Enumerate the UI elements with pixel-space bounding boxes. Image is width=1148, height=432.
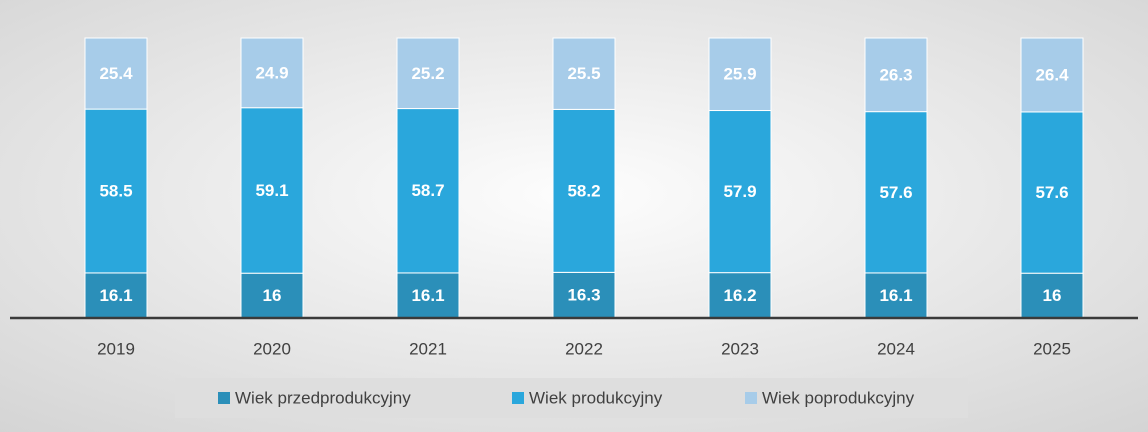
bar-segment (1020, 111, 1084, 274)
value-label: 25.2 (411, 64, 444, 83)
bar-segment (708, 37, 772, 112)
legend-label: Wiek poprodukcyjny (762, 388, 915, 407)
value-label: 24.9 (255, 63, 288, 82)
value-label: 16.2 (723, 286, 756, 305)
x-tick-label: 2022 (565, 339, 603, 358)
value-label: 58.5 (99, 182, 132, 201)
x-tick-label: 2020 (253, 339, 291, 358)
x-tick-label: 2025 (1033, 339, 1071, 358)
bar-segment (240, 107, 304, 274)
bar-segment (864, 111, 928, 274)
value-label: 26.3 (879, 65, 912, 84)
bar-segment (396, 108, 460, 274)
value-label: 57.6 (1035, 183, 1068, 202)
value-label: 57.6 (879, 183, 912, 202)
value-label: 57.9 (723, 182, 756, 201)
bar-segment (552, 271, 616, 319)
legend-label: Wiek produkcyjny (529, 388, 663, 407)
bar-segment (1020, 272, 1084, 319)
bar-segment (396, 37, 460, 110)
bar-segment (708, 272, 772, 319)
value-label: 25.5 (567, 64, 600, 83)
value-label: 25.9 (723, 65, 756, 84)
value-label: 26.4 (1035, 65, 1069, 84)
legend-label: Wiek przedprodukcyjny (235, 388, 411, 407)
value-label: 16.1 (879, 286, 912, 305)
x-tick-label: 2024 (877, 339, 915, 358)
bar-segment (240, 37, 304, 109)
value-label: 16.1 (99, 286, 132, 305)
value-label: 59.1 (255, 181, 288, 200)
legend-swatch (218, 392, 230, 404)
bar-segment (84, 37, 148, 110)
value-label: 16 (263, 286, 282, 305)
value-label: 58.2 (567, 181, 600, 200)
value-label: 58.7 (411, 181, 444, 200)
legend-swatch (512, 392, 524, 404)
x-tick-label: 2019 (97, 339, 135, 358)
x-tick-label: 2023 (721, 339, 759, 358)
bar-segment (708, 110, 772, 274)
value-label: 16.3 (567, 286, 600, 305)
x-tick-label: 2021 (409, 339, 447, 358)
value-label: 16.1 (411, 286, 444, 305)
legend-swatch (745, 392, 757, 404)
bar-segment (864, 37, 928, 113)
bar-segment (864, 272, 928, 319)
bar-segment (1020, 37, 1084, 113)
bar-segment (396, 272, 460, 319)
value-label: 25.4 (99, 64, 133, 83)
value-label: 16 (1043, 286, 1062, 305)
bar-segment (84, 108, 148, 274)
bar-segment (552, 108, 616, 273)
bar-segment (552, 37, 616, 110)
legend-box (175, 378, 968, 418)
